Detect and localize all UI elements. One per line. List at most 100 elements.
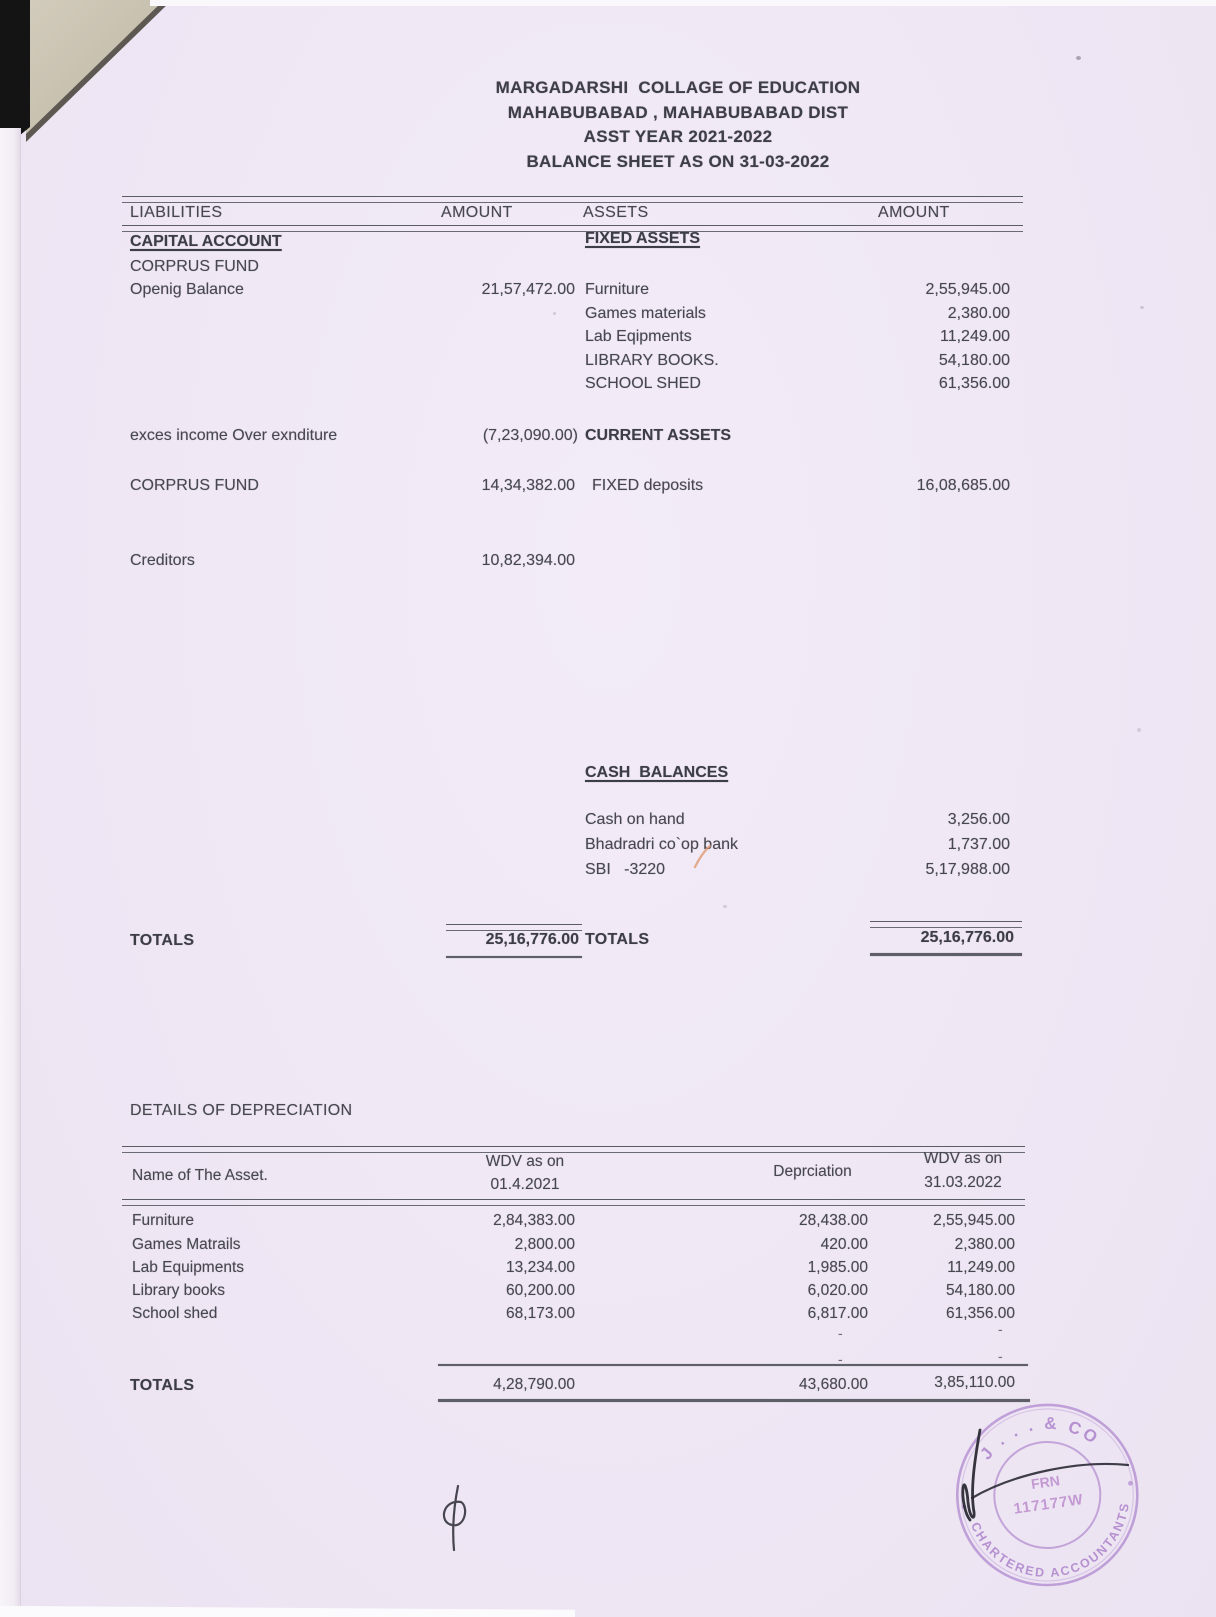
- dep-row-dep: 28,438.00: [799, 1212, 868, 1229]
- bs-top-rule: [122, 196, 1023, 203]
- dep-row-dep: 1,985.00: [807, 1259, 868, 1276]
- fixed-asset-amount: 2,55,945.00: [925, 281, 1010, 298]
- stamp-dot-right: [1128, 1480, 1133, 1486]
- scan-speck-5: [1137, 728, 1141, 732]
- chartered-accountant-stamp: J . . . & CO CHARTERED ACCOUNTANTS FRN 1…: [920, 1370, 1175, 1617]
- cash-item-amount: 5,17,988.00: [925, 861, 1010, 878]
- scan-edge-dark: [0, 0, 30, 138]
- dep-header-wdv-close-2: 31.03.2022: [924, 1174, 1002, 1191]
- fixed-asset-label: Furniture: [585, 281, 650, 298]
- capital-account-heading: CAPITAL ACCOUNT: [130, 233, 282, 250]
- opening-balance-label: Openig Balance: [130, 281, 244, 298]
- fixed-assets-heading: FIXED ASSETS: [585, 230, 700, 247]
- dash-mark: -: [998, 1321, 1003, 1337]
- dash-mark: -: [998, 1348, 1003, 1364]
- dep-top-rule: [122, 1146, 1025, 1153]
- dep-totals-close: 3,85,110.00: [934, 1374, 1015, 1391]
- creditors-label: Creditors: [130, 552, 195, 569]
- dep-row-open: 2,800.00: [514, 1236, 575, 1253]
- col-header-amount-left: AMOUNT: [441, 204, 513, 221]
- dep-row-dep: 420.00: [820, 1236, 868, 1253]
- cash-item-amount: 3,256.00: [947, 811, 1010, 828]
- corprus-fund-subheading: CORPRUS FUND: [130, 258, 259, 275]
- dep-row-close: 11,249.00: [947, 1259, 1015, 1276]
- fixed-asset-amount: 61,356.00: [938, 375, 1010, 392]
- scan-speck-2: [1140, 306, 1144, 309]
- dep-row-name: Furniture: [132, 1212, 195, 1229]
- dep-row-open: 60,200.00: [506, 1282, 575, 1299]
- document-header: MARGADARSHI COLLAGE OF EDUCATION MAHABUB…: [368, 76, 988, 174]
- stamp-inner-ring: [993, 1440, 1102, 1549]
- totals-left-bottom-rule: [446, 956, 582, 958]
- depreciation-title: DETAILS OF DEPRECIATION: [130, 1102, 353, 1119]
- dep-row-dep: 6,817.00: [807, 1305, 868, 1322]
- totals-left-top-rule: [446, 924, 582, 931]
- dep-header-wdv-open-1: WDV as on: [485, 1153, 565, 1170]
- dep-totals-bottom-rule: [438, 1399, 1030, 1402]
- institution-address: MAHABUBABAD , MAHABUBABAD DIST: [507, 102, 849, 122]
- dep-totals-open: 4,28,790.00: [493, 1376, 575, 1393]
- dep-row-name: Library books: [132, 1282, 226, 1299]
- dep-row-close: 2,55,945.00: [933, 1212, 1015, 1229]
- fixed-asset-amount: 54,180.00: [938, 352, 1010, 369]
- fixed-asset-amount: 11,249.00: [940, 328, 1010, 345]
- dep-row-close: 2,380.00: [954, 1236, 1015, 1253]
- dep-row-name: School shed: [132, 1305, 218, 1322]
- totals-left-label: TOTALS: [130, 932, 195, 949]
- dep-totals-label: TOTALS: [130, 1377, 195, 1394]
- fixed-deposits-amount: 16,08,685.00: [916, 477, 1010, 494]
- dep-row-close: 54,180.00: [946, 1282, 1015, 1299]
- dep-row-name: Lab Equipments: [132, 1259, 245, 1276]
- totals-right-label: TOTALS: [585, 931, 650, 948]
- dep-totals-top-rule: [438, 1364, 1028, 1366]
- totals-right-amount: 25,16,776.00: [920, 929, 1014, 946]
- stamp-frn-label: FRN: [1030, 1472, 1061, 1492]
- totals-right-bottom-rule: [870, 953, 1022, 956]
- dep-row-close: 61,356.00: [946, 1305, 1015, 1322]
- dep-header-depreciation: Deprciation: [773, 1163, 852, 1180]
- totals-left-amount: 25,16,776.00: [485, 931, 579, 948]
- dep-row-dep: 6,020.00: [807, 1282, 868, 1299]
- col-header-amount-right: AMOUNT: [878, 204, 950, 221]
- pen-phi-mark: [442, 1484, 467, 1552]
- fixed-asset-label: Games materials: [585, 305, 706, 322]
- cash-balances-heading: CASH BALANCES: [585, 764, 729, 781]
- cash-item-amount: 1,737.00: [947, 836, 1010, 853]
- current-assets-heading: CURRENT ASSETS: [585, 427, 732, 444]
- totals-right-top-rule: [870, 921, 1022, 928]
- scan-speck-4: [723, 905, 727, 908]
- cash-item-label: Cash on hand: [585, 811, 685, 828]
- dash-mark: -: [838, 1351, 843, 1367]
- creditors-amount: 10,82,394.00: [481, 552, 575, 569]
- fixed-asset-label: LIBRARY BOOKS.: [585, 352, 719, 369]
- dep-header-rule: [122, 1199, 1025, 1206]
- opening-balance-amount: 21,57,472.00: [481, 281, 575, 298]
- fixed-asset-label: Lab Eqipments: [585, 328, 692, 345]
- paper-bottom-edge: [0, 1605, 575, 1617]
- fixed-asset-label: SCHOOL SHED: [585, 375, 701, 392]
- statement-title: BALANCE SHEET AS ON 31-03-2022: [526, 151, 830, 171]
- cash-item-label: SBI -3220: [585, 861, 666, 878]
- fixed-asset-amount: 2,380.00: [947, 305, 1010, 322]
- signature: [961, 1428, 1130, 1522]
- assessment-year: ASST YEAR 2021-2022: [583, 127, 773, 146]
- stamp-outer-ring: [955, 1403, 1139, 1587]
- scan-speck-3: [553, 312, 556, 315]
- institution-name: MARGADARSHI COLLAGE OF EDUCATION: [495, 78, 861, 97]
- excess-income-amount: (7,23,090.00): [482, 427, 578, 444]
- pen-tick-mark: [693, 844, 712, 869]
- dep-row-open: 13,234.00: [506, 1259, 575, 1276]
- cash-item-label: Bhadradri co`op bank: [585, 836, 738, 853]
- paper-left-edge: [0, 128, 21, 1617]
- dep-row-open: 2,84,383.00: [493, 1212, 575, 1229]
- excess-income-label: exces income Over exnditure: [130, 427, 338, 444]
- dash-mark: -: [838, 1325, 843, 1341]
- scan-speck-1: [1076, 56, 1081, 60]
- dep-totals-dep: 43,680.00: [799, 1376, 868, 1393]
- dep-header-wdv-close-1: WDV as on: [923, 1150, 1003, 1167]
- corprus-fund-total-label: CORPRUS FUND: [130, 477, 259, 494]
- fixed-deposits-label: FIXED deposits: [592, 477, 704, 494]
- corprus-fund-total-amount: 14,34,382.00: [481, 477, 575, 494]
- paper-top-edge: [150, 0, 1216, 6]
